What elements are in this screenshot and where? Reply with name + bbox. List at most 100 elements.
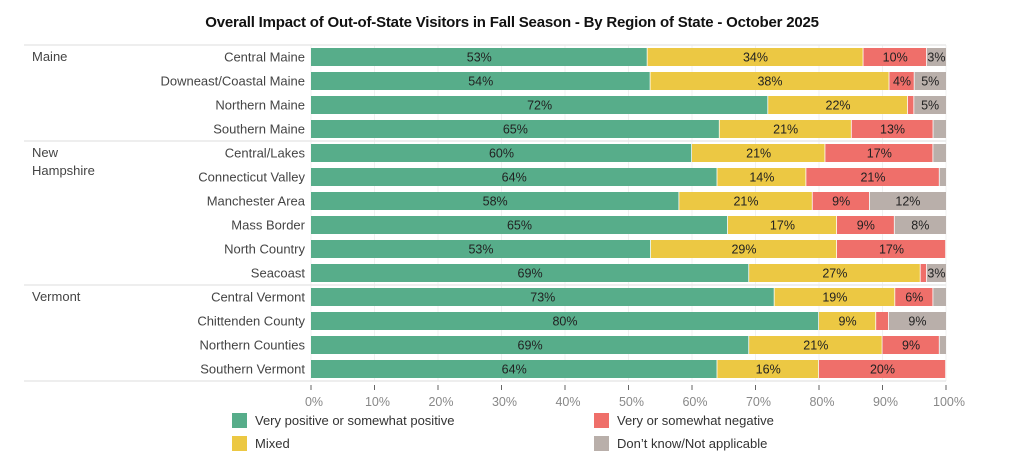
bar-segment <box>907 96 914 114</box>
legend-label-positive: Very positive or somewhat positive <box>255 413 455 428</box>
region-label: Southern Maine <box>213 122 305 137</box>
bar-segment <box>749 264 920 282</box>
data-label: 20% <box>870 363 895 377</box>
data-label: 29% <box>731 243 756 257</box>
data-label: 21% <box>746 147 771 161</box>
legend-label-dont-know: Don’t know/Not applicable <box>617 436 768 451</box>
bar-segment <box>933 120 946 138</box>
bar-segment <box>311 360 717 378</box>
data-label: 60% <box>489 147 514 161</box>
data-label: 17% <box>770 219 795 233</box>
bar-segment <box>647 48 863 66</box>
bar-segment <box>825 144 933 162</box>
data-label: 64% <box>502 363 527 377</box>
bar-segment <box>717 360 819 378</box>
data-label: 21% <box>773 123 798 137</box>
data-label: 73% <box>530 291 555 305</box>
bar-segment <box>819 312 876 330</box>
bar-segment <box>311 240 651 258</box>
data-label: 38% <box>757 75 782 89</box>
bar-segment <box>876 312 889 330</box>
region-label: Southern Vermont <box>200 362 305 377</box>
data-label: 8% <box>911 219 929 233</box>
bar-segment <box>863 48 927 66</box>
data-label: 9% <box>839 315 857 329</box>
bar-segment <box>311 336 749 354</box>
bar-segment <box>768 96 908 114</box>
data-label: 3% <box>927 51 945 65</box>
x-tick-label: 60% <box>682 395 707 409</box>
data-label: 16% <box>756 363 781 377</box>
region-label: Central Vermont <box>211 290 305 305</box>
bar-segment <box>679 192 812 210</box>
data-label: 17% <box>867 147 892 161</box>
region-label: Central Maine <box>224 50 305 65</box>
region-label: Mass Border <box>231 218 305 233</box>
bar-segment <box>869 192 946 210</box>
bar-segment <box>311 168 717 186</box>
bar-segment <box>311 144 692 162</box>
region-label: Connecticut Valley <box>198 170 305 185</box>
x-tick-label: 90% <box>873 395 898 409</box>
data-label: 69% <box>518 339 543 353</box>
chart-title: Overall Impact of Out-of-State Visitors … <box>205 14 819 31</box>
legend: Very positive or somewhat positive Mixed… <box>232 413 992 461</box>
bar-segment <box>717 168 806 186</box>
bar-segment <box>311 120 719 138</box>
data-label: 6% <box>905 291 923 305</box>
bar-segment <box>836 216 894 234</box>
region-label: North Country <box>224 242 305 257</box>
legend-swatch-negative <box>594 413 609 428</box>
x-tick-label: 20% <box>428 395 453 409</box>
legend-item-negative: Very or somewhat negative <box>594 413 774 428</box>
data-label: 4% <box>893 75 911 89</box>
data-label: 54% <box>468 75 493 89</box>
bar-segment <box>888 312 946 330</box>
bar-segment <box>882 336 939 354</box>
data-label: 21% <box>733 195 758 209</box>
bar-segment <box>836 240 946 258</box>
bar-segment <box>311 48 647 66</box>
data-label: 53% <box>468 243 493 257</box>
legend-swatch-positive <box>232 413 247 428</box>
bar-segment <box>933 288 946 306</box>
legend-label-negative: Very or somewhat negative <box>617 413 774 428</box>
bar-segment <box>914 72 946 90</box>
region-label: Seacoast <box>251 266 306 281</box>
bar-segment <box>939 336 946 354</box>
data-label: 65% <box>503 123 528 137</box>
bar-segment <box>812 192 869 210</box>
x-tick-label: 70% <box>746 395 771 409</box>
data-label: 9% <box>902 339 920 353</box>
region-label: Northern Counties <box>200 338 306 353</box>
data-label: 9% <box>857 219 875 233</box>
data-label: 69% <box>518 267 543 281</box>
data-label: 10% <box>883 51 908 65</box>
group-label: Maine <box>32 49 67 64</box>
data-label: 58% <box>483 195 508 209</box>
bar-segment <box>806 168 939 186</box>
bar-segment <box>926 264 946 282</box>
data-label: 65% <box>507 219 532 233</box>
data-label: 34% <box>743 51 768 65</box>
bar-segment <box>920 264 927 282</box>
region-label: Central/Lakes <box>225 146 306 161</box>
x-tick-label: 30% <box>492 395 517 409</box>
bar-segment <box>692 144 825 162</box>
data-label: 9% <box>908 315 926 329</box>
data-label: 64% <box>502 171 527 185</box>
bar-segment <box>926 48 946 66</box>
x-tick-label: 50% <box>619 395 644 409</box>
bar-segment <box>650 72 889 90</box>
bar-segment <box>774 288 895 306</box>
data-label: 53% <box>467 51 492 65</box>
data-label: 5% <box>921 75 939 89</box>
group-label: Vermont <box>32 289 81 304</box>
bar-segment <box>311 264 749 282</box>
data-label: 21% <box>803 339 828 353</box>
stacked-bar-chart: Maine Central Maine 53% 34% 10% 3% Downeast/Co… <box>24 44 965 409</box>
bar-segment <box>719 120 851 138</box>
data-label: 9% <box>832 195 850 209</box>
bar-segment <box>851 120 933 138</box>
bar-segment <box>939 168 946 186</box>
